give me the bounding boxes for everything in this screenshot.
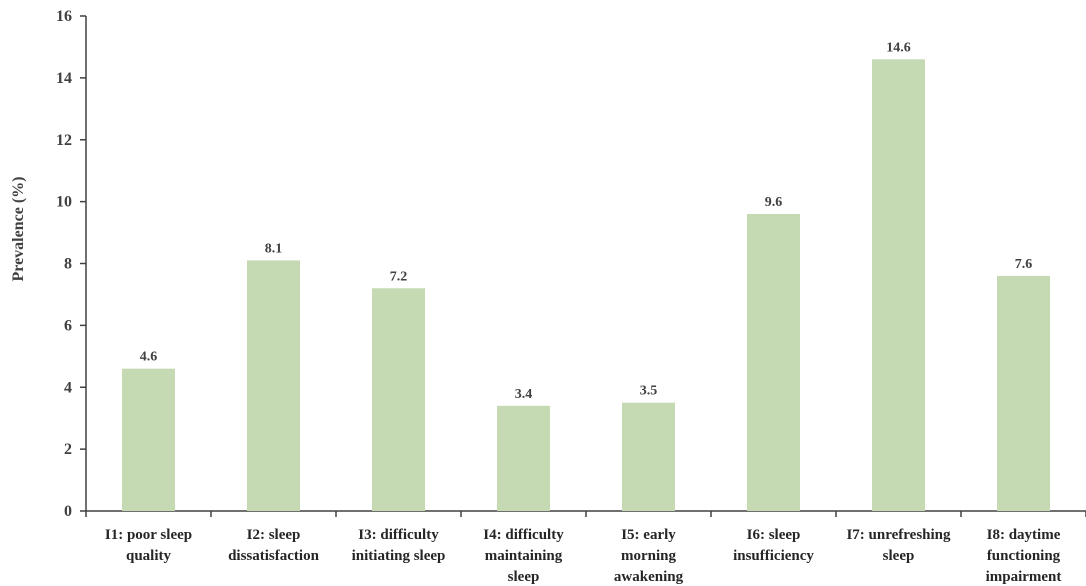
y-tick-label: 0: [64, 503, 72, 520]
category-label: initiating sleep: [352, 548, 446, 564]
category-labels: I1: poor sleep quality I2: sleep dissatisfa…: [105, 527, 1062, 585]
category-label: morning: [621, 548, 677, 564]
y-tick-label: 10: [56, 194, 72, 211]
category-label: maintaining: [485, 548, 563, 564]
y-axis: 0 2 4 6 8 10 12 14 16: [56, 8, 1086, 520]
data-label: 8.1: [265, 241, 283, 256]
category-label: quality: [126, 548, 172, 564]
category-label: I6: sleep: [747, 527, 801, 543]
bar: [497, 405, 550, 511]
y-tick-label: 6: [64, 317, 72, 334]
bar: [622, 402, 675, 511]
category-label: awakening: [614, 569, 684, 585]
category-label: I5: early: [621, 527, 676, 543]
category-label: I1: poor sleep: [105, 527, 192, 543]
category-label: I2: sleep: [247, 527, 301, 543]
data-label: 9.6: [765, 195, 783, 210]
data-label: 14.6: [886, 40, 911, 55]
category-label: I7: unrefreshing: [846, 527, 951, 543]
category-label: sleep: [883, 548, 915, 564]
data-label: 3.5: [640, 384, 658, 399]
category-label: I4: difficulty: [483, 527, 564, 543]
category-label: impairment: [986, 569, 1062, 585]
y-tick-label: 4: [64, 379, 72, 396]
bar: [997, 275, 1050, 511]
category-label: sleep: [508, 569, 540, 585]
category-label: insufficiency: [733, 548, 814, 564]
category-label: I8: daytime: [987, 527, 1061, 543]
data-label: 7.2: [390, 269, 408, 284]
data-labels: 4.6 8.1 7.2 3.4 3.5 9.6 14.6 7.6: [140, 40, 1033, 402]
y-tick-label: 2: [64, 441, 72, 458]
bar: [747, 214, 800, 511]
y-tick-label: 8: [64, 256, 72, 273]
category-label: dissatisfaction: [228, 548, 320, 564]
y-tick-label: 16: [56, 8, 72, 25]
data-label: 7.6: [1015, 257, 1033, 272]
data-label: 3.4: [515, 387, 533, 402]
y-tick-label: 12: [56, 132, 72, 149]
y-tick-label: 14: [56, 70, 72, 87]
category-label: I3: difficulty: [358, 527, 439, 543]
bars: [85, 59, 1086, 517]
bar: [372, 288, 425, 511]
bar: [872, 59, 925, 511]
bar: [122, 368, 175, 511]
data-label: 4.6: [140, 350, 158, 365]
bar: [247, 260, 300, 511]
category-label: functioning: [987, 548, 1061, 564]
y-axis-label: Prevalence (%): [10, 177, 27, 282]
